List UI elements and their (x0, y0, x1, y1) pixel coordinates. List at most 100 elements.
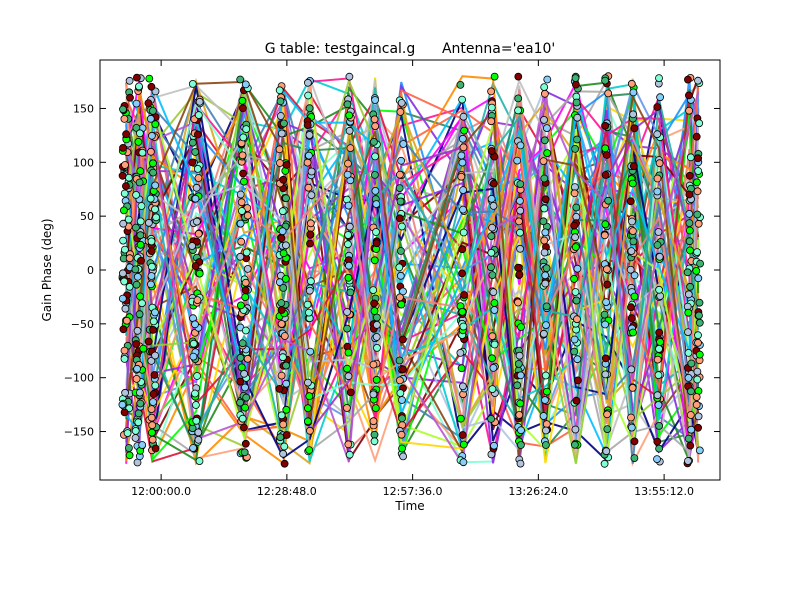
data-point (241, 80, 250, 89)
data-point (695, 446, 704, 455)
data-point (458, 307, 467, 316)
data-point (694, 167, 703, 175)
data-point (654, 401, 663, 409)
data-point (282, 379, 291, 388)
data-point (627, 413, 635, 422)
data-point (119, 236, 127, 245)
data-point (147, 237, 156, 246)
data-point (694, 331, 702, 340)
data-point (459, 186, 468, 195)
data-point (122, 316, 131, 325)
data-point (456, 81, 465, 89)
data-point (276, 97, 285, 106)
data-point (275, 384, 284, 393)
data-point (685, 237, 694, 246)
data-point (242, 248, 251, 257)
data-point (395, 293, 404, 302)
data-point (653, 391, 662, 400)
data-point (685, 190, 694, 199)
data-point (399, 452, 408, 461)
data-point (571, 243, 580, 252)
data-point (458, 245, 467, 254)
data-point (136, 240, 145, 249)
data-point (571, 144, 579, 153)
data-point (372, 375, 381, 384)
data-point (343, 308, 352, 316)
data-point (147, 413, 156, 422)
data-point (278, 353, 287, 362)
data-point (541, 228, 550, 237)
data-point (513, 156, 522, 165)
data-point (307, 191, 316, 200)
series-line (125, 99, 700, 438)
series-line (125, 80, 700, 456)
data-point (194, 229, 203, 238)
series-line (125, 107, 700, 435)
data-point (194, 174, 203, 182)
data-point (542, 441, 550, 449)
data-point (371, 96, 380, 104)
data-point (119, 269, 127, 278)
data-point (456, 414, 465, 423)
data-point (684, 457, 692, 465)
data-point (603, 425, 612, 434)
series-line (125, 81, 700, 455)
data-point (694, 76, 702, 85)
data-point (571, 440, 579, 449)
data-point (571, 425, 580, 434)
data-point (687, 387, 695, 396)
data-point (488, 223, 497, 232)
data-point (241, 403, 250, 412)
data-point (124, 444, 133, 452)
data-point (396, 247, 405, 255)
data-point (238, 414, 247, 423)
data-point (275, 159, 284, 167)
data-point (243, 264, 252, 273)
data-point (655, 285, 663, 294)
data-point (344, 261, 353, 270)
data-point (604, 196, 613, 205)
data-point (573, 315, 581, 324)
data-point (687, 425, 696, 434)
data-point (277, 411, 286, 420)
data-point (601, 220, 610, 229)
data-point (192, 183, 201, 192)
data-point (120, 354, 129, 363)
data-point (237, 207, 246, 215)
data-point (684, 75, 692, 84)
data-point (279, 119, 288, 128)
data-point (487, 263, 495, 272)
data-point (120, 189, 129, 198)
data-point (120, 408, 129, 417)
data-point (695, 311, 703, 320)
data-point (573, 355, 582, 364)
data-point (571, 288, 580, 296)
data-point (132, 374, 141, 383)
data-point (121, 388, 129, 397)
data-point (656, 292, 665, 300)
data-point (487, 232, 496, 241)
data-point (541, 89, 549, 98)
data-point (119, 105, 127, 114)
data-point (303, 404, 312, 413)
data-point (191, 148, 200, 156)
data-point (686, 441, 695, 450)
data-point (370, 437, 379, 446)
data-point (279, 283, 288, 292)
data-point (193, 130, 202, 139)
data-point (395, 356, 404, 365)
data-point (687, 359, 696, 368)
data-point (627, 247, 636, 256)
data-point (305, 446, 314, 455)
data-point (573, 113, 582, 122)
data-point (133, 326, 142, 335)
data-point (489, 363, 498, 372)
data-point (627, 79, 636, 88)
data-point (132, 124, 141, 132)
series-line (125, 98, 700, 422)
data-point (306, 347, 315, 356)
data-point (373, 343, 381, 352)
data-point (516, 459, 525, 468)
data-point (343, 324, 352, 333)
data-point (542, 302, 551, 311)
